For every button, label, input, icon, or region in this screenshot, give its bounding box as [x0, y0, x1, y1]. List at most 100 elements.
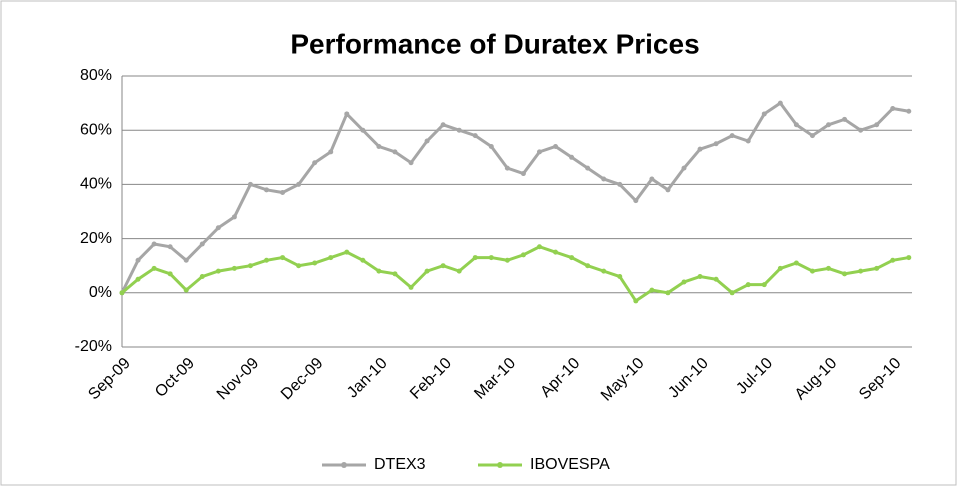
y-tick-label: 80% [80, 67, 112, 84]
point-marker [890, 257, 896, 263]
legend-label: IBOVESPA [530, 456, 610, 473]
point-marker [424, 268, 430, 274]
point-marker [617, 274, 623, 280]
y-tick-label: -20% [75, 338, 112, 355]
point-marker [376, 143, 382, 149]
point-marker [553, 249, 559, 255]
point-marker [633, 198, 639, 204]
y-tick-label: 60% [80, 121, 112, 138]
point-marker [890, 106, 896, 112]
point-marker [247, 181, 253, 187]
point-marker [874, 122, 880, 128]
point-marker [392, 149, 398, 155]
point-marker [247, 263, 253, 269]
point-marker [360, 127, 366, 133]
point-marker [906, 255, 912, 261]
point-marker [601, 268, 607, 274]
legend-label: DTEX3 [374, 456, 426, 473]
point-marker [280, 255, 286, 261]
series-line [120, 101, 910, 294]
point-marker [264, 257, 270, 263]
point-marker [231, 265, 237, 271]
point-marker [215, 225, 221, 231]
point-marker [777, 265, 783, 271]
point-marker [697, 274, 703, 280]
chart-title: Performance of Duratex Prices [290, 28, 699, 59]
point-marker [328, 255, 334, 261]
point-marker [553, 143, 559, 149]
point-marker [215, 268, 221, 274]
point-marker [713, 141, 719, 147]
y-tick-label: 20% [80, 230, 112, 247]
point-marker [842, 271, 848, 277]
point-marker [312, 260, 318, 266]
point-marker [296, 181, 302, 187]
point-marker [280, 190, 286, 196]
point-marker [264, 187, 270, 193]
point-marker [745, 138, 751, 144]
point-marker [199, 241, 205, 247]
point-marker [520, 252, 526, 258]
point-marker [665, 290, 671, 296]
point-marker [601, 176, 607, 182]
point-marker [713, 276, 719, 282]
point-marker [569, 255, 575, 261]
y-tick-label: 0% [89, 284, 112, 301]
point-marker [761, 282, 767, 288]
point-marker [665, 187, 671, 193]
point-marker [761, 111, 767, 117]
point-marker [199, 274, 205, 280]
point-marker [585, 165, 591, 171]
point-marker [488, 255, 494, 261]
point-marker [633, 298, 639, 304]
point-marker [536, 149, 542, 155]
point-marker [826, 265, 832, 271]
point-marker [231, 214, 237, 220]
point-marker [826, 122, 832, 128]
point-marker [681, 279, 687, 285]
point-marker [344, 249, 350, 255]
point-marker [456, 268, 462, 274]
point-marker [504, 257, 510, 263]
point-marker [729, 290, 735, 296]
point-marker [167, 271, 173, 277]
legend-marker [497, 462, 503, 468]
point-marker [312, 160, 318, 166]
point-marker [183, 287, 189, 293]
point-marker [809, 268, 815, 274]
y-tick-label: 40% [80, 176, 112, 193]
point-marker [745, 282, 751, 288]
point-marker [296, 263, 302, 269]
legend-marker [341, 462, 347, 468]
point-marker [488, 143, 494, 149]
point-marker [842, 116, 848, 122]
point-marker [456, 127, 462, 133]
point-marker [809, 133, 815, 139]
point-marker [376, 268, 382, 274]
point-marker [167, 244, 173, 250]
point-marker [777, 100, 783, 106]
point-marker [408, 284, 414, 290]
point-marker [858, 268, 864, 274]
point-marker [408, 160, 414, 166]
point-marker [135, 257, 141, 263]
point-marker [424, 138, 430, 144]
point-marker [536, 244, 542, 250]
point-marker [183, 257, 189, 263]
point-marker [585, 263, 591, 269]
point-marker [906, 108, 912, 114]
point-marker [504, 165, 510, 171]
point-marker [135, 276, 141, 282]
point-marker [729, 133, 735, 139]
point-marker [649, 176, 655, 182]
point-marker [793, 260, 799, 266]
point-marker [440, 122, 446, 128]
point-marker [440, 263, 446, 269]
series-line [121, 245, 910, 304]
point-marker [697, 146, 703, 152]
point-marker [328, 149, 334, 155]
point-marker [793, 122, 799, 128]
point-marker [344, 111, 350, 117]
